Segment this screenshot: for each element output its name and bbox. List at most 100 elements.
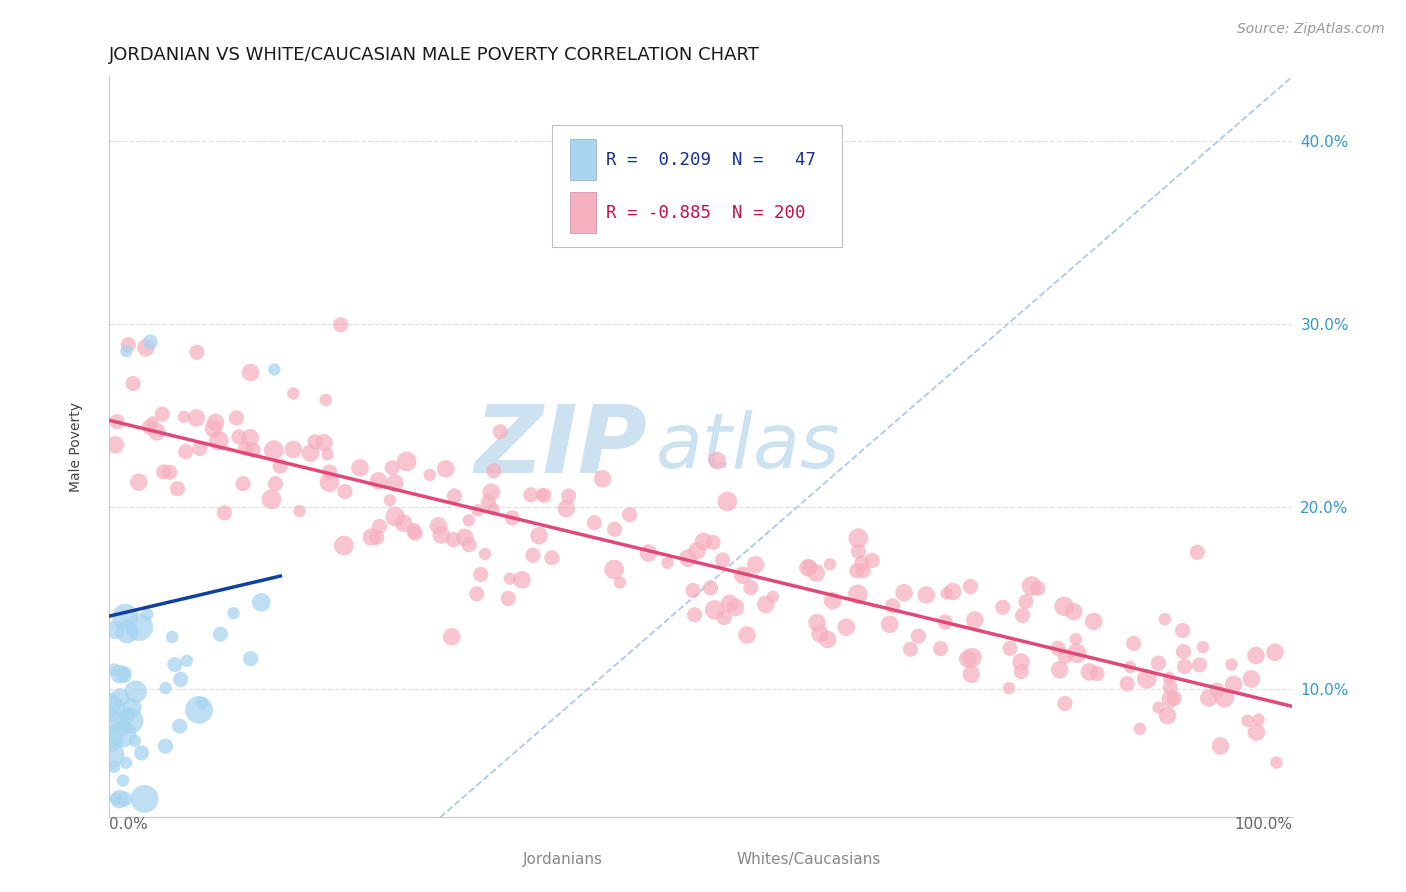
- Point: [419, 467, 441, 482]
- Point: [104, 438, 127, 452]
- Point: [381, 460, 404, 475]
- Point: [404, 526, 426, 541]
- Point: [136, 607, 159, 622]
- Point: [128, 620, 150, 634]
- Point: [318, 465, 340, 479]
- Point: [128, 475, 150, 490]
- Text: Whites/Caucasians: Whites/Caucasians: [737, 852, 880, 867]
- Point: [963, 613, 986, 627]
- Point: [1192, 640, 1215, 654]
- Point: [315, 392, 337, 407]
- Point: [108, 690, 131, 705]
- Point: [263, 443, 285, 458]
- Point: [458, 538, 481, 552]
- Point: [1222, 677, 1244, 691]
- Point: [1021, 579, 1043, 593]
- Point: [893, 586, 915, 600]
- Point: [443, 489, 465, 503]
- Point: [817, 632, 839, 647]
- Point: [1063, 605, 1085, 619]
- Point: [797, 561, 820, 575]
- Text: Male Poverty: Male Poverty: [69, 402, 83, 492]
- Point: [163, 657, 186, 672]
- Point: [329, 318, 352, 332]
- Point: [103, 760, 125, 774]
- Text: atlas: atlas: [655, 410, 839, 484]
- Point: [263, 362, 285, 376]
- Point: [333, 484, 356, 499]
- Text: JORDANIAN VS WHITE/CAUCASIAN MALE POVERTY CORRELATION CHART: JORDANIAN VS WHITE/CAUCASIAN MALE POVERT…: [108, 46, 759, 64]
- Point: [392, 516, 415, 531]
- Point: [959, 579, 981, 593]
- Point: [1064, 632, 1087, 647]
- Text: R =  0.209  N =   47: R = 0.209 N = 47: [606, 151, 815, 169]
- Point: [101, 702, 124, 716]
- Point: [115, 344, 138, 359]
- Point: [713, 610, 735, 624]
- Point: [208, 434, 231, 448]
- Point: [818, 558, 841, 572]
- Point: [430, 528, 453, 542]
- Point: [1264, 645, 1286, 659]
- Point: [283, 386, 305, 401]
- Point: [1220, 657, 1243, 672]
- Point: [349, 461, 371, 475]
- Point: [799, 560, 821, 574]
- Point: [592, 472, 614, 486]
- Point: [762, 590, 785, 604]
- Point: [555, 501, 578, 516]
- Point: [510, 573, 533, 587]
- Point: [186, 345, 208, 359]
- Point: [114, 792, 136, 806]
- Point: [304, 434, 326, 449]
- Point: [378, 493, 401, 508]
- Point: [1163, 691, 1185, 706]
- Point: [1173, 645, 1195, 659]
- Point: [845, 564, 868, 578]
- Point: [228, 430, 250, 444]
- Point: [1010, 665, 1032, 679]
- Point: [609, 575, 631, 590]
- Point: [942, 584, 965, 599]
- Point: [209, 627, 232, 641]
- Point: [1085, 666, 1108, 681]
- Point: [402, 524, 425, 538]
- Point: [384, 476, 406, 491]
- Point: [852, 564, 875, 578]
- Point: [960, 650, 983, 665]
- Point: [956, 652, 979, 666]
- Point: [474, 547, 496, 561]
- Point: [441, 533, 464, 547]
- Point: [1156, 708, 1178, 723]
- Point: [454, 531, 477, 545]
- Point: [1187, 545, 1209, 559]
- Point: [152, 465, 174, 479]
- Point: [316, 447, 339, 461]
- Point: [1066, 646, 1088, 660]
- Point: [915, 588, 938, 602]
- Point: [457, 513, 479, 527]
- Point: [111, 727, 134, 741]
- Point: [1136, 672, 1159, 686]
- Point: [1054, 649, 1077, 664]
- Point: [112, 668, 135, 682]
- Point: [1015, 594, 1038, 608]
- Point: [139, 334, 162, 349]
- Point: [100, 747, 122, 762]
- Point: [188, 703, 211, 717]
- Point: [239, 431, 262, 445]
- Point: [232, 476, 254, 491]
- Point: [1240, 672, 1263, 686]
- Point: [312, 435, 335, 450]
- Point: [264, 476, 287, 491]
- Point: [541, 550, 564, 565]
- Point: [135, 341, 157, 355]
- FancyBboxPatch shape: [571, 139, 596, 180]
- Text: Jordanians: Jordanians: [523, 852, 602, 867]
- Point: [1053, 599, 1076, 614]
- Point: [603, 562, 626, 576]
- Point: [467, 503, 489, 517]
- Point: [703, 603, 725, 617]
- Point: [583, 516, 606, 530]
- Point: [174, 444, 197, 458]
